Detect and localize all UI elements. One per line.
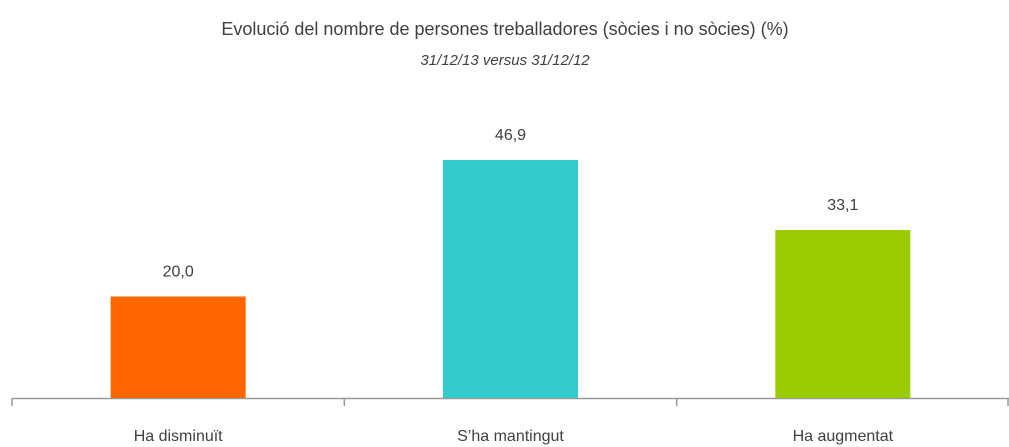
- x-tick-label: Ha disminuït: [134, 428, 223, 445]
- data-label: 20,0: [163, 264, 194, 281]
- x-tick-label: S’ha mantingut: [457, 428, 564, 445]
- data-label: 46,9: [495, 127, 526, 144]
- data-label: 33,1: [827, 197, 858, 214]
- chart-subtitle: 31/12/13 versus 31/12/12: [420, 52, 590, 69]
- bar: [443, 160, 578, 398]
- bar: [775, 230, 911, 398]
- bar: [110, 296, 246, 398]
- chart-title: Evolució del nombre de persones treballa…: [221, 19, 788, 39]
- x-tick-label: Ha augmentat: [793, 428, 894, 445]
